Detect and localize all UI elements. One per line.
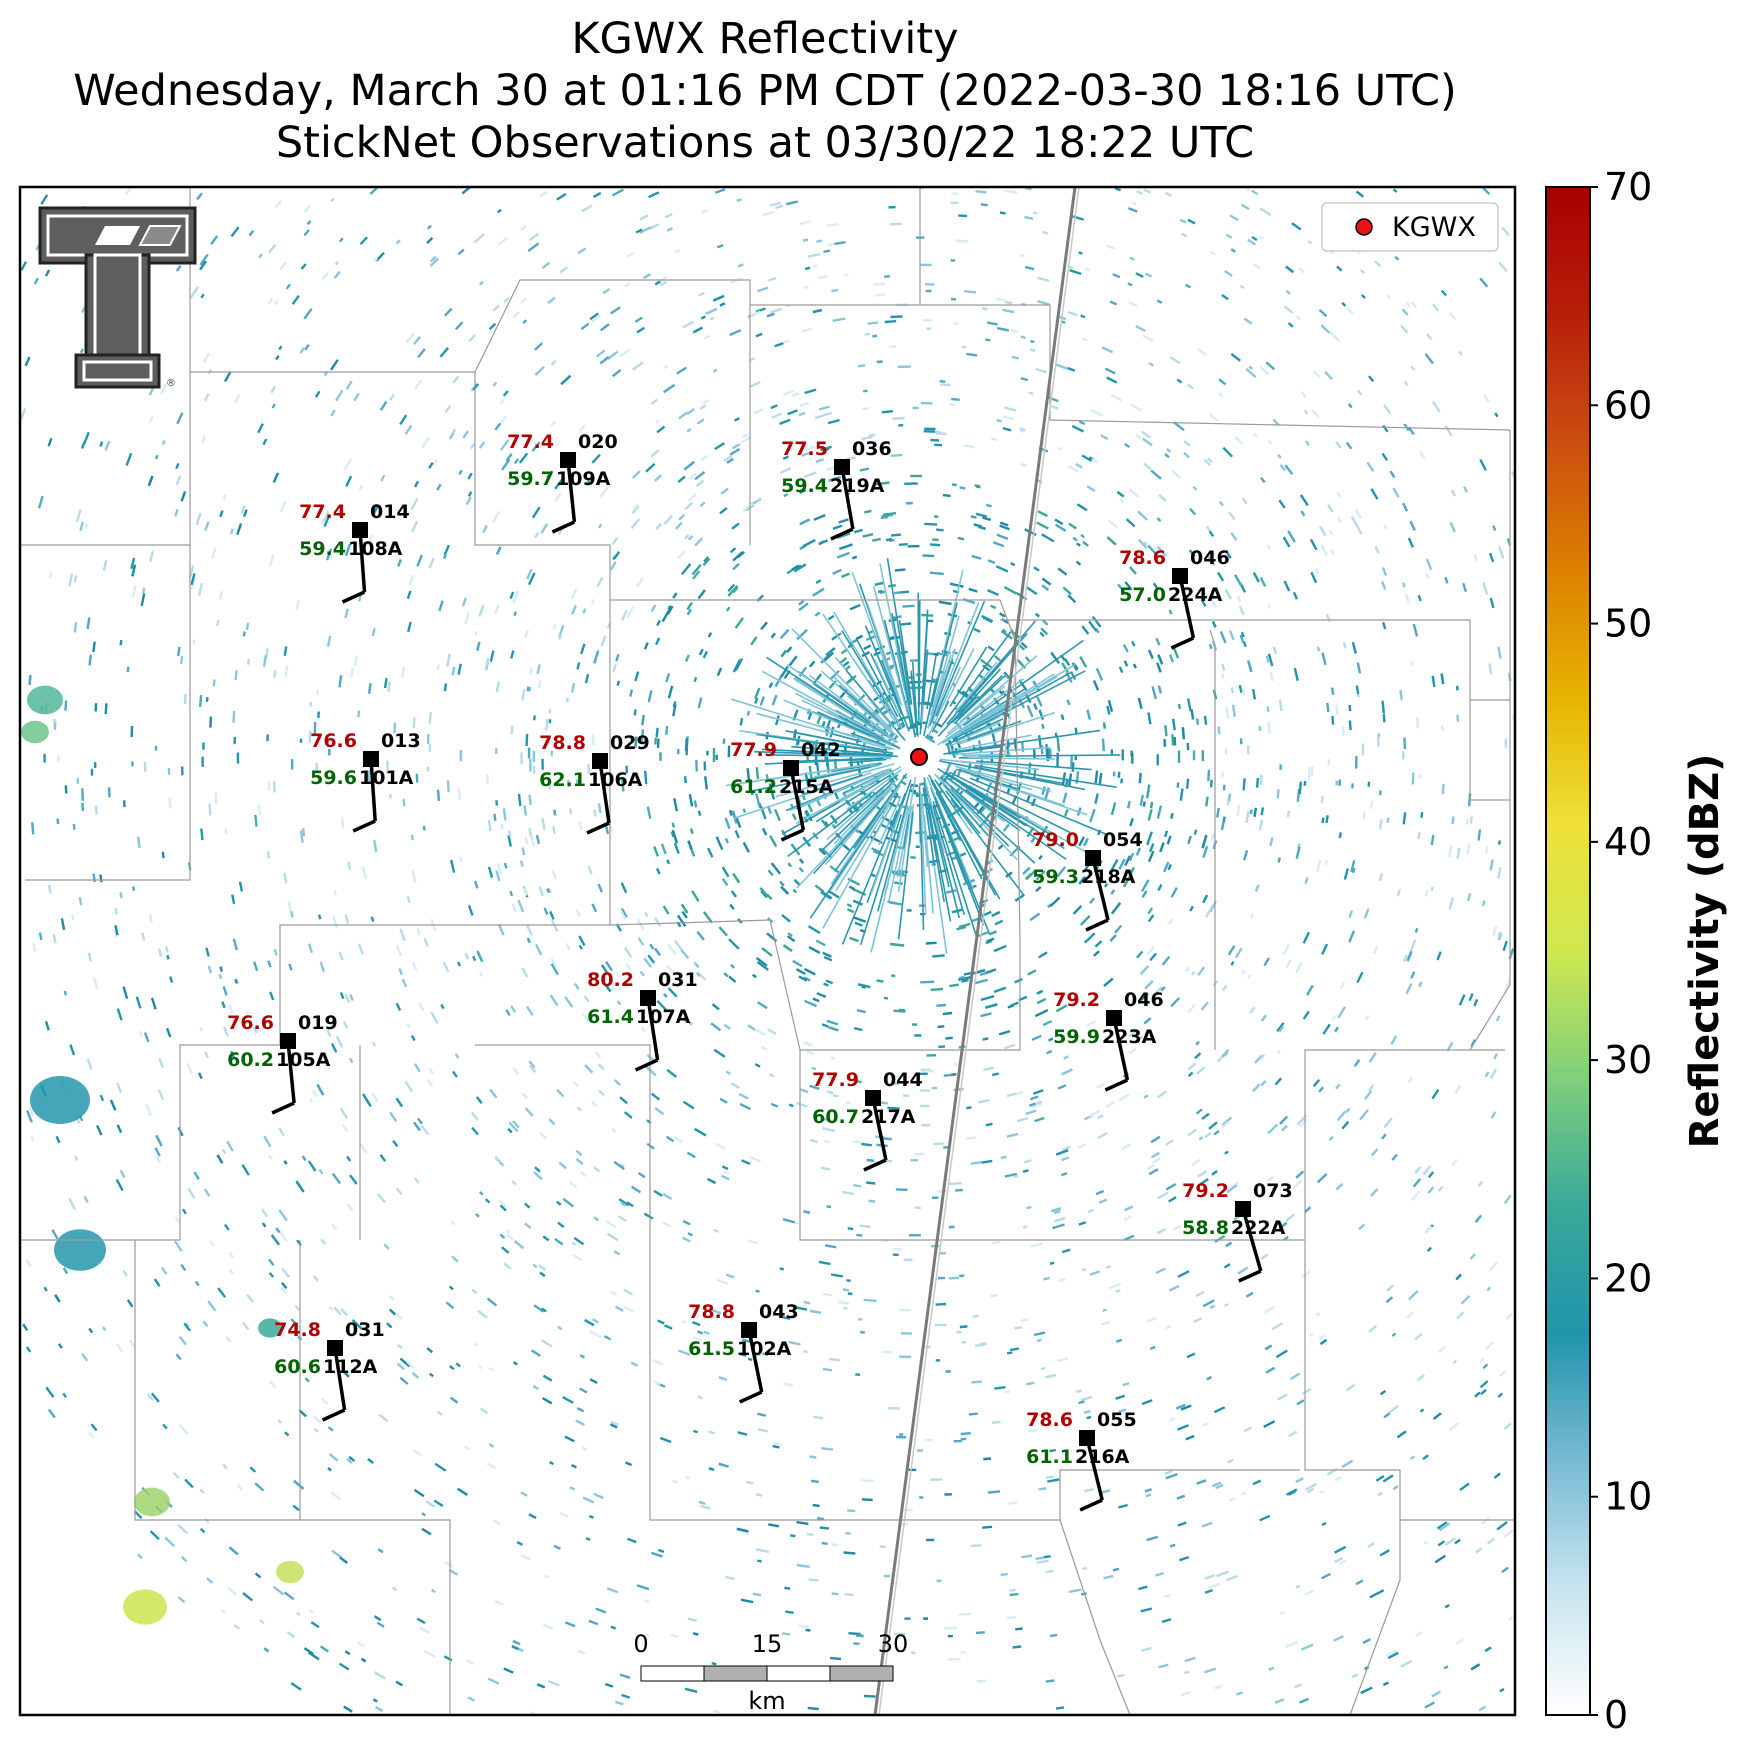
colorbar-label: Reflectivity (dBZ) <box>1682 754 1728 1149</box>
colorbar-tick-30: 30 <box>1604 1038 1652 1082</box>
colorbar-tick-20: 20 <box>1604 1256 1652 1300</box>
colorbar-tick-70: 70 <box>1604 165 1652 209</box>
colorbar-tick-40: 40 <box>1604 820 1652 864</box>
colorbar-gradient <box>1546 187 1590 1715</box>
colorbar-tick-10: 10 <box>1604 1475 1652 1519</box>
colorbar-tick-60: 60 <box>1604 383 1652 427</box>
colorbar-tick-50: 50 <box>1604 602 1652 646</box>
colorbar-tick-0: 0 <box>1604 1693 1628 1737</box>
colorbar-ticks: 0 10 20 30 40 50 60 70 <box>1590 165 1652 1737</box>
